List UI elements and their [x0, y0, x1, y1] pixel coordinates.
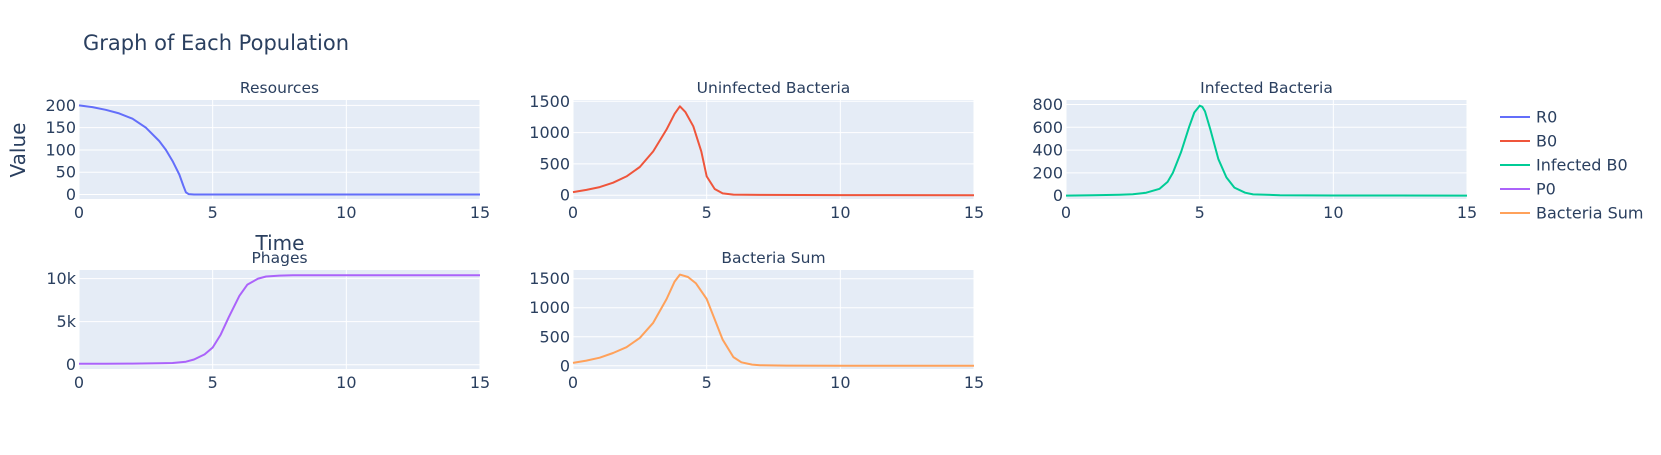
x-tick-label: 0 — [568, 203, 578, 222]
y-tick-label: 0 — [66, 355, 76, 374]
legend-item-r0[interactable]: R0 — [1500, 108, 1557, 127]
y-tick-label: 1000 — [529, 298, 570, 317]
x-tick-label: 15 — [470, 203, 490, 222]
y-tick-label: 5k — [57, 312, 77, 331]
y-tick-label: 1500 — [529, 269, 570, 288]
subplot-title: Infected Bacteria — [1200, 79, 1333, 97]
x-tick-label: 5 — [208, 373, 218, 392]
x-tick-label: 5 — [702, 373, 712, 392]
y-tick-label: 400 — [1032, 141, 1063, 160]
legend-label: R0 — [1536, 108, 1557, 127]
x-tick-label: 5 — [1195, 203, 1205, 222]
y-tick-label: 500 — [539, 327, 570, 346]
x-axis-title: Time — [255, 231, 305, 255]
series-line-r0 — [78, 104, 480, 196]
x-tick-label: 10 — [830, 203, 850, 222]
y-tick-label: 800 — [1032, 95, 1063, 114]
y-tick-label: 100 — [45, 140, 76, 159]
x-tick-label: 5 — [208, 203, 218, 222]
x-tick-label: 15 — [964, 373, 984, 392]
y-tick-label: 0 — [560, 356, 570, 375]
series-line-p0 — [78, 274, 480, 365]
y-tick-label: 200 — [1032, 163, 1063, 182]
subplot-3: 0 5 10 15 0 200 400 600 800 Infected Bacteria — [1032, 79, 1477, 222]
legend-item-b0[interactable]: B0 — [1500, 132, 1557, 151]
series-line-bacteria-sum — [572, 273, 975, 367]
subplot-2: 0 5 10 15 0 500 1000 1500 Uninfected Bacteria — [529, 79, 984, 222]
subplot-title: Resources — [240, 79, 319, 97]
y-tick-label: 0 — [560, 186, 570, 205]
x-tick-label: 5 — [702, 203, 712, 222]
y-tick-label: 500 — [539, 154, 570, 173]
subplot-title: Uninfected Bacteria — [697, 79, 851, 97]
series-line-b0 — [572, 105, 975, 197]
y-tick-label: 50 — [56, 163, 76, 182]
x-tick-label: 10 — [336, 203, 356, 222]
series-line-infected-b0 — [1065, 104, 1468, 197]
y-tick-label: 0 — [66, 185, 76, 204]
y-tick-label: 10k — [46, 269, 76, 288]
plot-area — [79, 270, 480, 369]
y-tick-label: 0 — [1053, 186, 1063, 205]
x-tick-label: 0 — [1061, 203, 1071, 222]
subplot-title: Phages — [251, 249, 307, 267]
legend-label: Bacteria Sum — [1536, 204, 1644, 223]
legend[interactable]: R0 B0 Infected B0 P0 Bacteria Sum — [1500, 108, 1644, 223]
x-tick-label: 0 — [568, 373, 578, 392]
y-tick-label: 1000 — [529, 123, 570, 142]
x-tick-label: 15 — [470, 373, 490, 392]
figure-title: Graph of Each Population — [83, 31, 349, 55]
subplot-4: 0 5 10 15 0 5k 10k Phages — [46, 249, 490, 392]
x-tick-label: 15 — [964, 203, 984, 222]
legend-item-bacteria-sum[interactable]: Bacteria Sum — [1500, 204, 1644, 223]
y-tick-label: 1500 — [529, 92, 570, 111]
legend-item-p0[interactable]: P0 — [1500, 180, 1556, 199]
y-axis-title: Value — [6, 123, 30, 178]
y-tick-label: 150 — [45, 118, 76, 137]
x-tick-label: 10 — [336, 373, 356, 392]
x-tick-label: 10 — [830, 373, 850, 392]
y-tick-label: 200 — [45, 96, 76, 115]
legend-label: Infected B0 — [1536, 156, 1628, 175]
x-tick-label: 15 — [1457, 203, 1477, 222]
legend-label: B0 — [1536, 132, 1557, 151]
plot-area — [573, 100, 974, 199]
y-tick-label: 600 — [1032, 118, 1063, 137]
legend-label: P0 — [1536, 180, 1556, 199]
subplot-title: Bacteria Sum — [721, 249, 825, 267]
x-tick-label: 0 — [74, 203, 84, 222]
x-tick-label: 0 — [74, 373, 84, 392]
subplot-5: 0 5 10 15 0 500 1000 1500 Bacteria Sum — [529, 249, 984, 392]
x-tick-label: 10 — [1323, 203, 1343, 222]
legend-item-infected-b0[interactable]: Infected B0 — [1500, 156, 1628, 175]
plot-area — [1066, 100, 1467, 199]
plot-area — [573, 270, 974, 369]
